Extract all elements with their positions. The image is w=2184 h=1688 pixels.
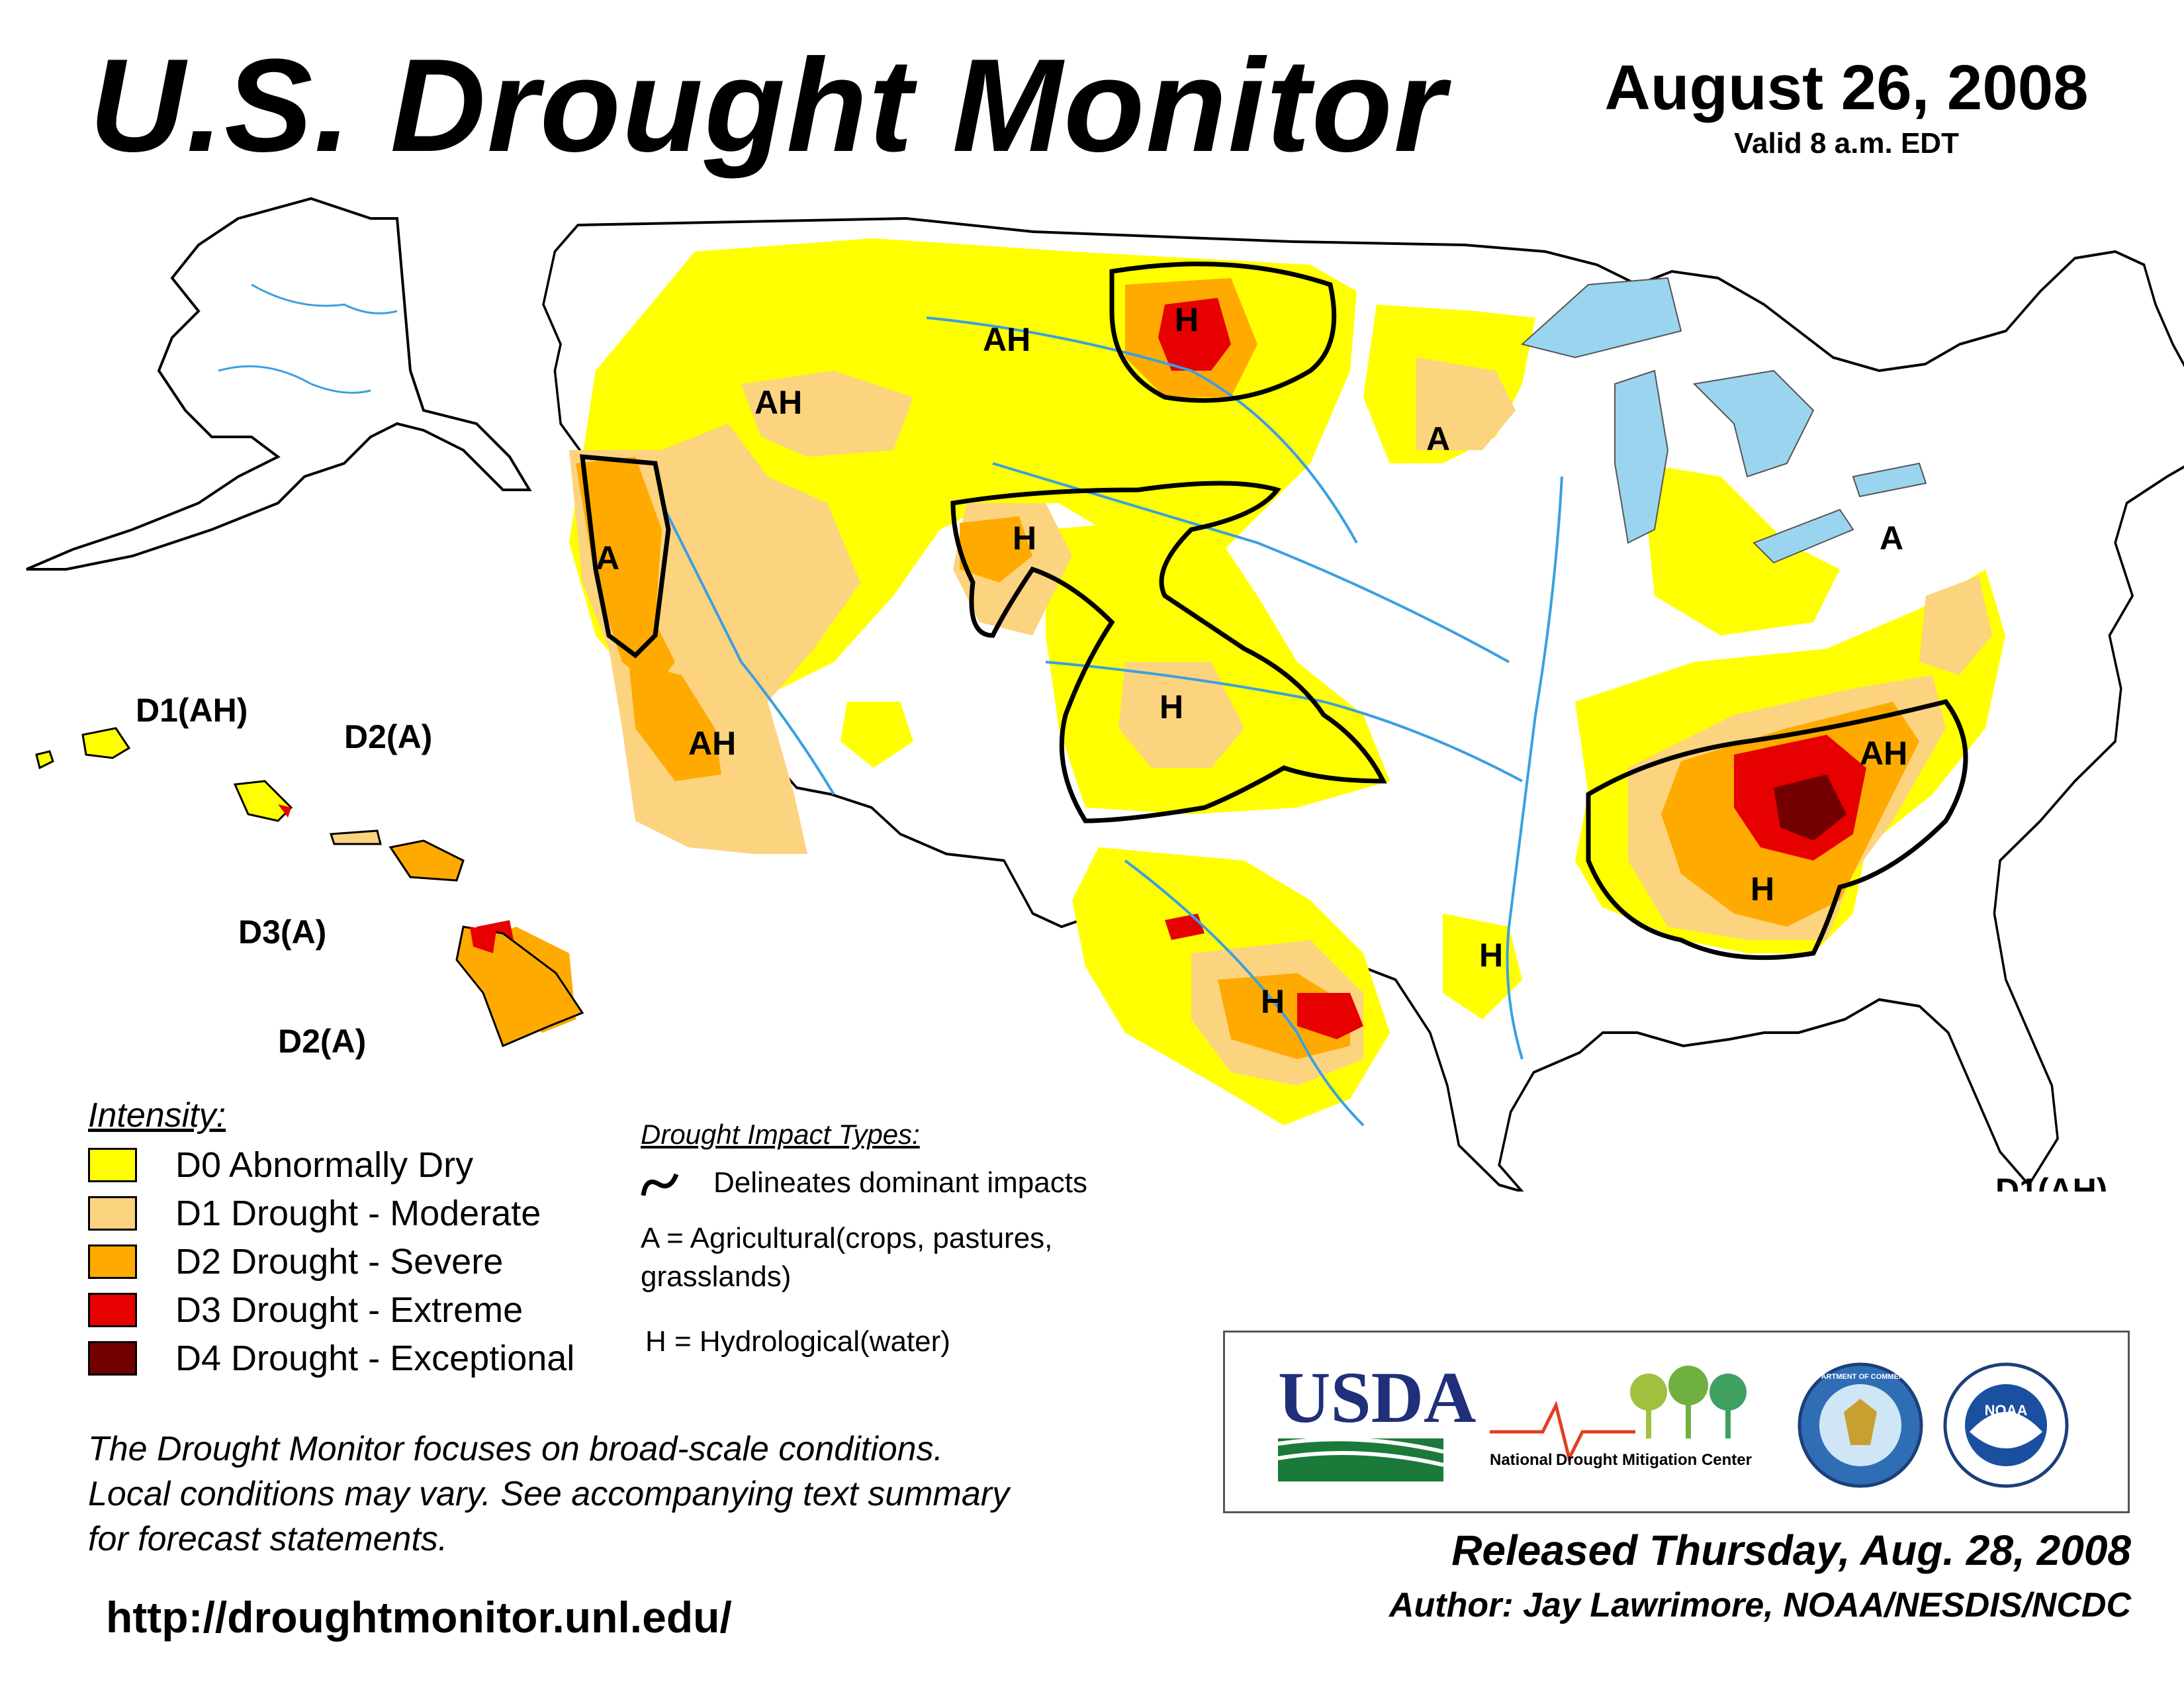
hawaii-label-big-island: D2(A) [278, 1023, 366, 1060]
legend-swatch-d4 [88, 1341, 137, 1376]
legend-swatch-d0 [88, 1148, 137, 1182]
legend-item-d3: D3 Drought - Extreme [88, 1290, 523, 1330]
website-url[interactable]: http://droughtmonitor.unl.edu/ [106, 1593, 732, 1642]
note-line-2: Local conditions may vary. See accompany… [88, 1475, 1010, 1513]
legend-item-d0: D0 Abnormally Dry [88, 1145, 473, 1185]
label-montana-central: AH [983, 321, 1030, 358]
legend-item-d2: D2 Drought - Severe [88, 1242, 503, 1282]
hawaii [35, 727, 584, 1047]
noaa-logo: NOAA [1943, 1362, 2069, 1488]
legend-item-d1: D1 Drought - Moderate [88, 1194, 541, 1233]
label-pennsylvania: A [1880, 520, 1903, 557]
impact-delineates: Delineates dominant impacts [713, 1166, 1087, 1199]
legend-swatch-d1 [88, 1196, 137, 1231]
impact-title: Drought Impact Types: [641, 1119, 920, 1150]
noaa-text: NOAA [1985, 1402, 2028, 1419]
region-labels: AH AH H A A H AH H A AH H H H [596, 301, 1907, 1020]
legend-swatch-d2 [88, 1244, 137, 1279]
drought-map: AH AH H A A H AH H A AH H H H D1(AH) D2(… [26, 197, 2184, 1192]
logos-svg: USDA National Drought Mitigation Center … [1277, 1357, 2069, 1488]
label-north-carolina: AH [1860, 735, 1907, 772]
ndmc-logo: National Drought Mitigation Center [1490, 1366, 1752, 1469]
hawaii-labels: D1(AH) D2(A) D3(A) D2(A) [136, 692, 432, 1060]
legend-item-d4: D4 Drought - Exceptional [88, 1338, 574, 1378]
label-wyoming: H [1013, 520, 1036, 557]
legend-title: Intensity: [88, 1096, 226, 1135]
impact-agricultural-2: grasslands) [641, 1260, 792, 1293]
legend-label-d1: D1 Drought - Moderate [175, 1194, 541, 1233]
note-line-3: for forecast statements. [88, 1520, 448, 1558]
map-title: U.S. Drought Monitor [89, 32, 1447, 179]
impact-agricultural-1: A = Agricultural(crops, pastures, [641, 1222, 1053, 1254]
impact-boundaries [580, 261, 1968, 961]
label-california-south: AH [688, 725, 736, 762]
label-georgia: H [1751, 870, 1774, 908]
rivers [660, 316, 1563, 1127]
hawaii-label-kauai: D1(AH) [136, 692, 248, 729]
great-lakes [1520, 277, 1927, 564]
released-date: Released Thursday, Aug. 28, 2008 [1451, 1526, 2131, 1574]
ndmc-text-2: Drought Mitigation Center [1556, 1451, 1752, 1469]
label-colorado-kansas: H [1160, 688, 1183, 726]
impact-line-icon [641, 1173, 679, 1196]
puerto-rico-label: D1(AH) [1995, 1172, 2107, 1192]
hawaii-label-oahu: D2(A) [344, 718, 432, 755]
note-line-1: The Drought Monitor focuses on broad-sca… [88, 1430, 944, 1468]
legend-label-d2: D2 Drought - Severe [175, 1242, 504, 1282]
usda-logo: USDA [1277, 1357, 1477, 1481]
label-texas: H [1261, 983, 1285, 1020]
label-louisiana: H [1479, 937, 1503, 974]
label-california-north: A [596, 539, 619, 577]
map-date: August 26, 2008 [1604, 52, 2089, 123]
legend-label-d0: D0 Abnormally Dry [175, 1145, 474, 1185]
valid-time: Valid 8 a.m. EDT [1734, 127, 1959, 160]
legend-swatch-d3 [88, 1293, 137, 1327]
label-idaho-montana-west: AH [754, 384, 802, 421]
label-minnesota: A [1426, 420, 1450, 457]
commerce-seal: DEPARTMENT OF COMMERCE [1797, 1362, 1923, 1488]
alaska [26, 197, 532, 571]
ndmc-text-1: National [1490, 1451, 1553, 1469]
commerce-seal-text: DEPARTMENT OF COMMERCE [1807, 1373, 1914, 1381]
disclaimer-note: The Drought Monitor focuses on broad-sca… [88, 1427, 1213, 1562]
legend-label-d3: D3 Drought - Extreme [175, 1290, 523, 1330]
agency-logos: USDA National Drought Mitigation Center … [1223, 1331, 2130, 1513]
hawaii-label-maui: D3(A) [238, 914, 326, 951]
impact-hydrological: H = Hydrological(water) [645, 1325, 950, 1358]
label-montana-northeast: H [1175, 301, 1199, 338]
legend-label-d4: D4 Drought - Exceptional [175, 1338, 575, 1378]
usda-text: USDA [1278, 1357, 1477, 1438]
puerto-rico: D1(AH) [1995, 1172, 2107, 1192]
author: Author: Jay Lawrimore, NOAA/NESDIS/NCDC [1388, 1586, 2131, 1624]
